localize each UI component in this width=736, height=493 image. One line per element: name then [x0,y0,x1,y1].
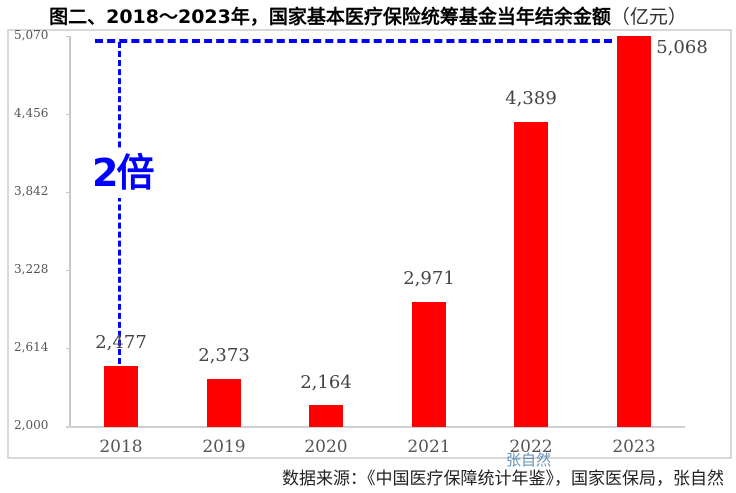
y-tick-mark [66,192,70,193]
bar-value-label: 2,373 [198,345,250,366]
y-tick-label: 2,614 [14,340,49,354]
y-tick-label: 3,228 [14,262,49,276]
y-tick-label: 5,070 [14,28,49,42]
chart-title-main: 图二、2018～2023年，国家基本医疗保险统筹基金当年结余金额 [49,6,611,28]
y-tick-mark [66,36,70,37]
bar-2019 [207,379,241,427]
y-tick-label: 4,456 [14,106,49,120]
bar-value-label: 2,971 [403,268,455,289]
author-watermark: 张自然 [506,451,552,469]
x-tick-label: 2020 [304,437,348,457]
bar-2022 [514,122,548,427]
bar-value-label: 2,164 [300,372,352,393]
y-axis-line [69,36,71,428]
y-tick-label: 2,000 [14,418,49,432]
y-tick-mark [66,114,70,115]
annotation-dashed-horizontal-line [95,39,612,43]
y-tick-mark [66,348,70,349]
bar-2020 [309,405,343,427]
x-axis-line [66,426,685,428]
y-tick-mark [66,270,70,271]
x-tick-label: 2023 [612,437,656,457]
bar-2018 [104,366,138,427]
y-tick-label: 3,842 [14,184,49,198]
x-tick-label: 2018 [99,437,143,457]
bar-2021 [412,302,446,427]
x-tick-label: 2021 [407,437,451,457]
bar-value-label: 2,477 [95,332,147,353]
x-tick-label: 2019 [202,437,246,457]
annotation-dashed-vertical-line [118,42,121,364]
growth-annotation-label: 2倍 [90,148,154,198]
x-tick-label: 2022 [509,437,553,457]
bar-2023 [617,36,651,427]
chart-title-unit: （亿元） [610,6,687,28]
chart-frame [7,29,732,459]
data-source-note: 数据来源：《中国医疗保障统计年鉴》，国家医保局，张自然 [282,469,724,489]
chart-title: 图二、2018～2023年，国家基本医疗保险统筹基金当年结余金额（亿元） [0,2,736,29]
bar-value-label: 5,068 [656,37,708,58]
bar-value-label: 4,389 [505,88,557,109]
